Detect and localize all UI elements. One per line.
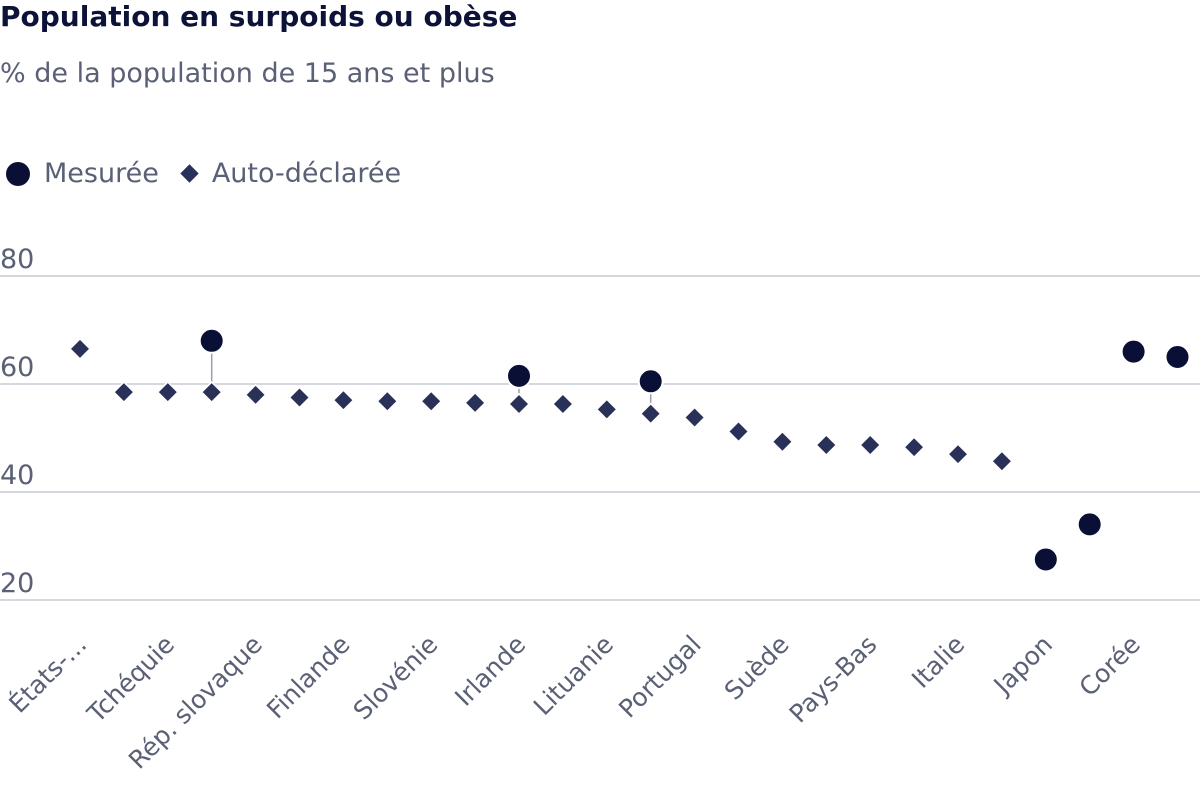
x-tick-label: Slovénie xyxy=(348,630,444,726)
x-tick-label: Irlande xyxy=(449,630,531,712)
self-reported-point xyxy=(376,390,399,413)
y-tick-label: 60 xyxy=(0,352,34,383)
self-reported-point xyxy=(859,433,882,457)
self-reported-point xyxy=(420,390,443,413)
measured-point xyxy=(1120,338,1147,365)
chart-title: Population en surpoids ou obèse xyxy=(0,0,518,33)
self-reported-point xyxy=(990,450,1013,473)
legend-item-measured[interactable]: Mesurée xyxy=(6,158,159,189)
self-reported-point xyxy=(200,381,223,404)
self-reported-point xyxy=(727,420,750,443)
x-tick-label: Lituanie xyxy=(528,630,619,721)
chart-subtitle: % de la population de 15 ans et plus xyxy=(0,58,495,89)
self-reported-point xyxy=(112,381,135,404)
legend-item-self-reported[interactable]: Auto-déclarée xyxy=(177,158,401,189)
self-reported-point xyxy=(464,391,487,414)
measured-point xyxy=(506,362,532,389)
x-tick-label: Portugal xyxy=(613,630,707,724)
self-reported-point xyxy=(244,383,267,406)
self-reported-point xyxy=(156,381,179,404)
self-reported-point xyxy=(946,443,970,466)
self-reported-point xyxy=(815,433,838,457)
measured-point xyxy=(198,327,225,354)
self-reported-point xyxy=(288,386,311,409)
measured-point xyxy=(1076,511,1103,538)
self-reported-point xyxy=(332,389,355,412)
measured-point xyxy=(1164,344,1191,370)
self-reported-point xyxy=(68,337,92,360)
legend-label-self-reported: Auto-déclarée xyxy=(211,158,402,189)
self-reported-point xyxy=(683,406,706,429)
circle-marker-icon xyxy=(6,161,30,186)
y-tick-label: 40 xyxy=(0,460,34,491)
x-tick-label: États-... xyxy=(3,630,92,719)
measured-point xyxy=(1032,546,1059,573)
self-reported-point xyxy=(551,392,574,416)
legend: Mesurée Auto-déclarée xyxy=(6,158,419,189)
y-tick-label: 80 xyxy=(0,244,34,275)
x-tick-label: Suède xyxy=(719,630,795,706)
legend-label-measured: Mesurée xyxy=(44,158,159,189)
self-reported-point xyxy=(595,398,618,421)
x-tick-label: Italie xyxy=(906,630,970,694)
y-tick-label: 20 xyxy=(0,568,34,599)
x-tick-label: Japon xyxy=(987,630,1058,701)
self-reported-point xyxy=(639,402,662,425)
x-tick-label: Corée xyxy=(1074,630,1146,702)
self-reported-point xyxy=(507,392,531,416)
x-tick-label: Finlande xyxy=(261,630,356,725)
self-reported-point xyxy=(771,430,794,453)
self-reported-point xyxy=(903,436,926,459)
x-tick-label: Pays-Bas xyxy=(784,630,883,729)
measured-point xyxy=(637,368,664,395)
